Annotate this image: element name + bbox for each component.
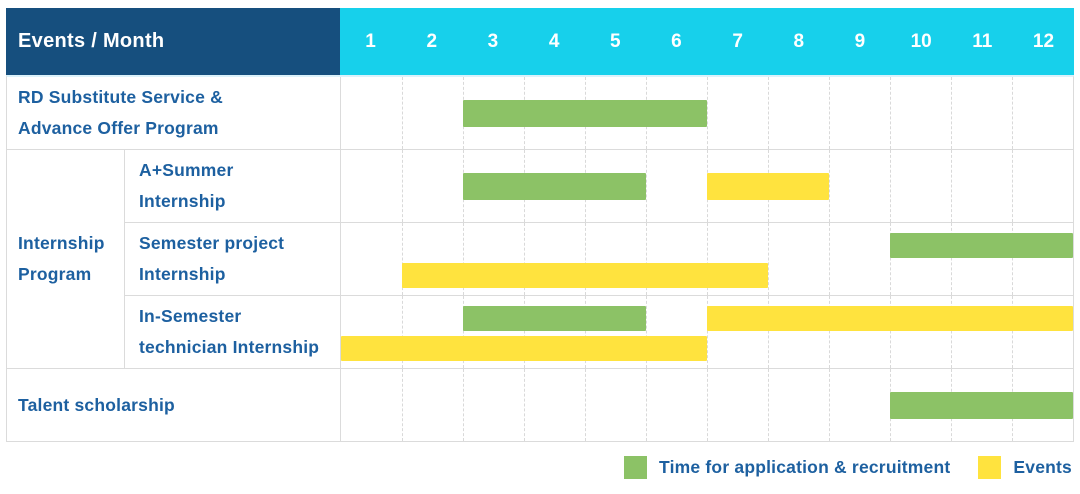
label-line: Program xyxy=(18,264,92,284)
month-label: 2 xyxy=(426,30,438,52)
month-gridline xyxy=(646,150,647,222)
month-gridline xyxy=(1012,223,1013,295)
recruitment-bar xyxy=(890,233,1073,258)
month-gridline xyxy=(585,296,586,368)
month-label: 4 xyxy=(548,30,560,52)
chart-cell xyxy=(341,369,1073,442)
legend: Time for application & recruitment Events xyxy=(624,456,1072,479)
month-gridline xyxy=(829,77,830,149)
row-label: In-Semester technician Internship xyxy=(125,296,341,369)
chart-cell xyxy=(341,150,1073,223)
month-label: 12 xyxy=(1032,30,1055,52)
event-bar xyxy=(707,173,829,200)
label-line: technician Internship xyxy=(139,337,320,357)
month-label: 6 xyxy=(671,30,682,52)
month-header: 1 2 3 4 5 6 7 8 9 10 11 12 xyxy=(340,8,1074,75)
month-gridline xyxy=(402,223,403,295)
chart-cell xyxy=(341,223,1073,296)
label-line: In-Semester xyxy=(139,306,242,327)
label-line: A+Summer xyxy=(139,160,234,181)
table-body: RD Substitute Service & Advance Offer Pro… xyxy=(6,75,1074,442)
month-gridline xyxy=(829,150,830,222)
month-gridline xyxy=(646,369,647,441)
row-label: Semester project Internship xyxy=(125,223,341,296)
yellow-swatch xyxy=(978,456,1002,479)
month-gridline xyxy=(890,223,891,295)
label-line: Internship xyxy=(139,191,226,211)
event-bar xyxy=(707,306,1073,331)
month-gridline xyxy=(524,296,525,368)
month-gridline xyxy=(402,296,403,368)
month-gridline xyxy=(707,296,708,368)
month-gridline xyxy=(707,369,708,441)
month-gridline xyxy=(585,369,586,441)
month-gridline xyxy=(890,296,891,368)
month-gridline xyxy=(402,369,403,441)
month-label: 7 xyxy=(732,30,743,52)
green-swatch xyxy=(624,456,648,479)
month-gridline xyxy=(890,150,891,222)
legend-label: Time for application & recruitment xyxy=(659,457,951,477)
month-label: 1 xyxy=(365,30,376,52)
chart-cell xyxy=(341,77,1073,150)
recruitment-bar xyxy=(463,100,707,127)
month-label: 3 xyxy=(487,30,499,52)
month-gridline xyxy=(829,296,830,368)
label-line: Advance Offer Program xyxy=(18,118,219,138)
table-header-row: Events / Month 1 2 3 4 5 6 7 8 9 10 11 12 xyxy=(6,8,1074,75)
label-line: RD Substitute Service & xyxy=(18,87,223,108)
month-gridline xyxy=(951,77,952,149)
month-label: 11 xyxy=(972,30,993,52)
month-gridline xyxy=(524,223,525,295)
chart-cell xyxy=(341,296,1073,369)
month-gridline xyxy=(768,223,769,295)
month-gridline xyxy=(707,77,708,149)
legend-item: Events xyxy=(978,456,1072,479)
month-gridline xyxy=(524,369,525,441)
month-label: 5 xyxy=(609,30,621,52)
label-line: Internship xyxy=(18,233,105,254)
month-gridline xyxy=(829,369,830,441)
table-title: Events / Month xyxy=(6,8,340,75)
legend-label: Events xyxy=(1013,457,1072,477)
month-gridline xyxy=(646,223,647,295)
month-label: 9 xyxy=(854,30,866,52)
row-label: Talent scholarship xyxy=(7,369,341,442)
label-line: Internship xyxy=(139,264,226,284)
month-gridline xyxy=(646,296,647,368)
label-line: Semester project xyxy=(139,233,285,254)
recruitment-bar xyxy=(463,173,646,200)
month-gridline xyxy=(951,223,952,295)
row-label: RD Substitute Service & Advance Offer Pro… xyxy=(7,77,341,150)
month-gridline xyxy=(951,296,952,368)
month-gridline xyxy=(1012,150,1013,222)
month-gridline xyxy=(707,223,708,295)
month-gridline xyxy=(402,77,403,149)
month-gridline xyxy=(890,77,891,149)
month-gridline xyxy=(1012,77,1013,149)
month-gridline xyxy=(768,77,769,149)
month-gridline xyxy=(402,150,403,222)
group-label: Internship Program xyxy=(7,150,125,369)
month-gridline xyxy=(829,223,830,295)
month-gridline xyxy=(463,296,464,368)
event-bar xyxy=(341,336,707,361)
label-line: Talent scholarship xyxy=(18,394,175,415)
month-gridline xyxy=(585,223,586,295)
recruitment-bar xyxy=(463,306,646,331)
month-gridline xyxy=(951,150,952,222)
month-gridline xyxy=(463,223,464,295)
row-label: A+Summer Internship xyxy=(125,150,341,223)
events-month-gantt: Events / Month 1 2 3 4 5 6 7 8 9 10 11 12 RD Substi… xyxy=(6,8,1074,442)
recruitment-bar xyxy=(890,392,1073,419)
month-gridline xyxy=(768,369,769,441)
event-bar xyxy=(402,263,768,288)
month-gridline xyxy=(1012,296,1013,368)
legend-item: Time for application & recruitment xyxy=(624,456,950,479)
month-gridline xyxy=(463,369,464,441)
month-gridline xyxy=(768,296,769,368)
month-label: 8 xyxy=(793,30,805,52)
month-label: 10 xyxy=(910,30,932,52)
